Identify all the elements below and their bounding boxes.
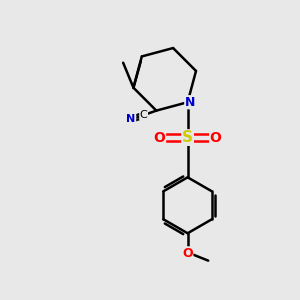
Text: O: O bbox=[154, 130, 166, 145]
Text: N: N bbox=[127, 114, 136, 124]
Text: O: O bbox=[210, 130, 221, 145]
Text: S: S bbox=[182, 130, 193, 145]
Text: O: O bbox=[182, 247, 193, 260]
Text: C: C bbox=[140, 110, 148, 120]
Text: N: N bbox=[185, 96, 195, 109]
